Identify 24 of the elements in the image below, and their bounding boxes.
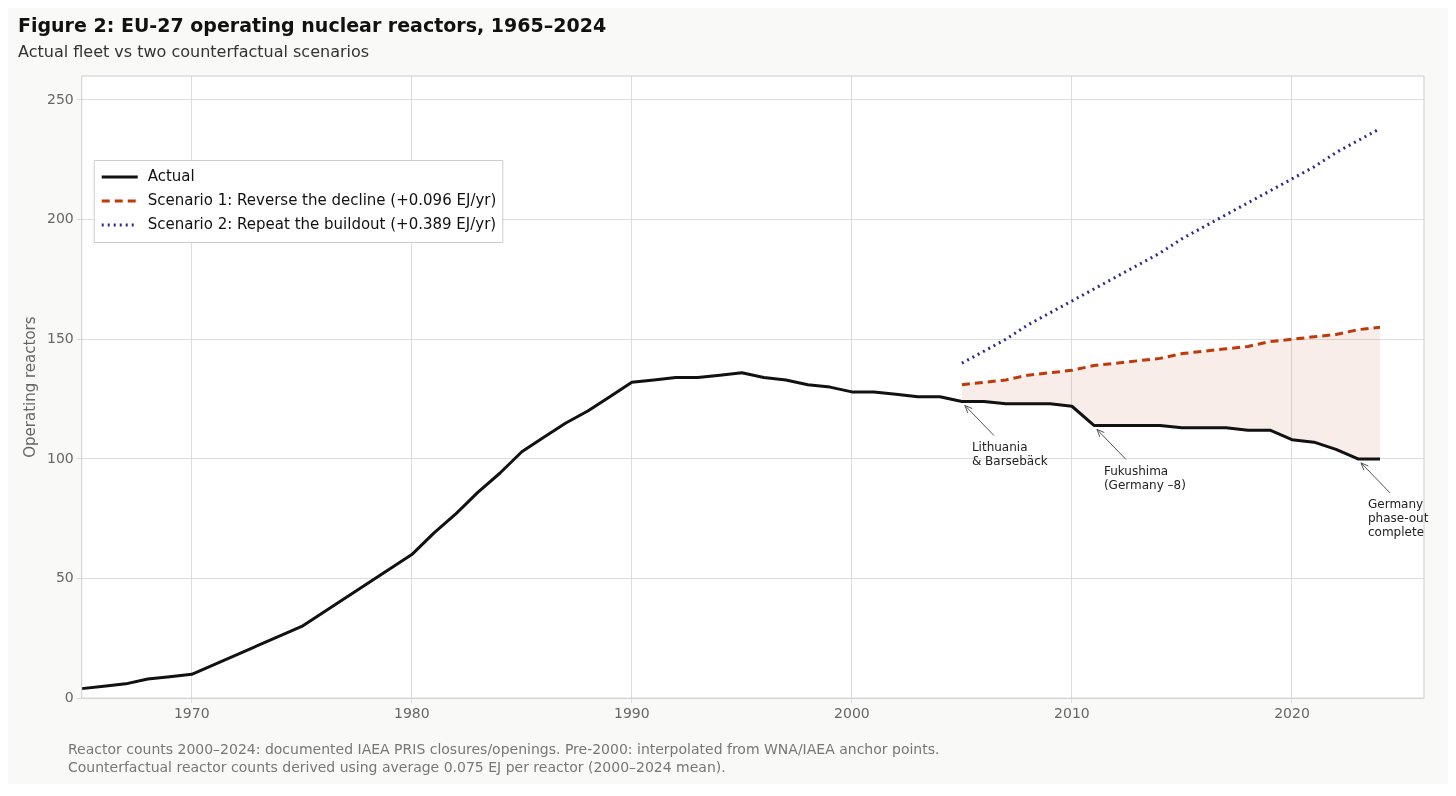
y-tick-label: 200 xyxy=(46,210,74,227)
x-tick-label: 2000 xyxy=(834,705,870,722)
x-tick-label: 2010 xyxy=(1054,705,1090,722)
x-tick-label: 2020 xyxy=(1274,705,1310,722)
text: Counterfactual reactor counts derived using average 0.075 EJ per reactor (2000–2024 mean). xyxy=(68,758,727,776)
y-axis-title: Operating reactors xyxy=(20,316,39,458)
legend-label: Scenario 1: Reverse the decline (+0.096 EJ/yr) xyxy=(147,190,497,209)
y-tick-label: 100 xyxy=(46,449,74,466)
x-tick-label: 1980 xyxy=(393,705,430,722)
legend-label: Actual xyxy=(147,166,195,185)
legend-label: Scenario 2: Repeat the buildout (+0.389 EJ/yr) xyxy=(147,214,497,233)
annotation: Germany phase-out complete xyxy=(1367,497,1429,540)
x-tick-label: 1970 xyxy=(173,705,210,722)
y-tick-label: 50 xyxy=(55,569,74,586)
text: Reactor counts 2000–2024: documented IAEA PRIS closures/openings. Pre-2000: interpolated from WNA/IAEA anchor points. xyxy=(68,740,941,758)
annotation: Lithuania & Barsebäck xyxy=(971,439,1048,468)
x-tick-label: 1990 xyxy=(614,705,650,722)
annotation: Fukushima (Germany –8) xyxy=(1103,463,1186,492)
y-tick-label: 150 xyxy=(46,329,74,346)
chart-subtitle: Actual fleet vs two counterfactual scenarios xyxy=(18,41,370,61)
y-tick-label: 250 xyxy=(46,90,74,107)
chart-title: Figure 2: EU-27 operating nuclear reactors, 1965–2024 xyxy=(18,14,607,37)
y-tick-label: 0 xyxy=(64,688,74,705)
line-series xyxy=(960,325,1382,387)
